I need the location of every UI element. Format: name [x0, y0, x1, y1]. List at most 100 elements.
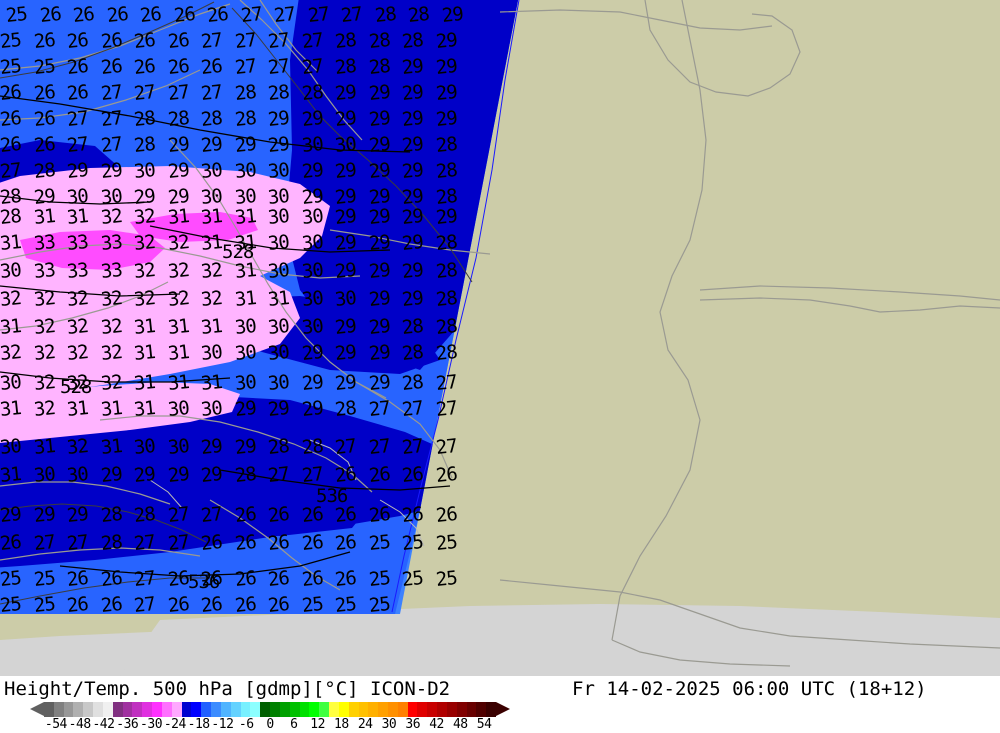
color-scale-legend[interactable]: -54 -48 -42 -36 -30 -24 -18 -12 -6 0 6 12 18 24 30 36 42… — [30, 702, 510, 732]
temperature-label: 27 — [434, 370, 458, 396]
temperature-label: 33 — [65, 258, 89, 284]
temperature-label: 26 — [71, 2, 95, 28]
temperature-label: 30 — [233, 314, 257, 340]
temperature-label: 31 — [65, 204, 89, 230]
temperature-label: 27 — [65, 106, 89, 132]
temperature-label: 30 — [199, 158, 223, 184]
temperature-label: 30 — [266, 340, 290, 366]
temperature-label: 29 — [367, 286, 391, 312]
temperature-label: 29 — [266, 132, 290, 158]
colorbar-tick: 42 — [429, 717, 444, 732]
temperature-label: 27 — [300, 462, 324, 488]
colorbar-segment — [427, 702, 438, 717]
temperature-label: 26 — [199, 530, 223, 556]
colorbar-gradient — [44, 702, 497, 717]
temperature-label: 30 — [32, 462, 56, 488]
temperature-label: 25 — [400, 530, 424, 556]
temperature-label: 26 — [0, 106, 22, 132]
temperature-label: 26 — [400, 462, 424, 488]
temperature-label: 30 — [266, 158, 290, 184]
temperature-label: 29 — [0, 502, 22, 528]
temperature-label: 31 — [99, 434, 123, 460]
colorbar-segment — [220, 702, 231, 717]
colorbar-tick: -12 — [211, 717, 234, 732]
temperature-label: 28 — [400, 370, 424, 396]
temperature-label: 32 — [65, 286, 89, 312]
temperature-label: 26 — [233, 592, 257, 618]
temperature-label: 31 — [166, 314, 190, 340]
temperature-label: 29 — [367, 204, 391, 230]
temperature-label: 29 — [300, 396, 324, 422]
temperature-label: 29 — [333, 258, 357, 284]
temperature-label: 32 — [132, 286, 156, 312]
temperature-label: 29 — [166, 158, 190, 184]
height-contours — [0, 95, 451, 577]
temperature-label: 28 — [233, 80, 257, 106]
temperature-label: 32 — [166, 230, 190, 256]
temperature-label: 28 — [0, 204, 22, 230]
temperature-label: 31 — [0, 230, 22, 256]
temperature-label: 26 — [132, 28, 156, 54]
temperature-label: 30 — [0, 370, 22, 396]
colorbar-segment — [299, 702, 310, 717]
temperature-label: 25 — [400, 566, 424, 592]
temperature-label: 29 — [233, 396, 257, 422]
height-contour-label: 536 — [316, 485, 348, 507]
colorbar-segment — [83, 702, 94, 717]
colorbar-segment — [53, 702, 64, 717]
temperature-label: 25 — [367, 592, 391, 618]
temperature-label: 32 — [99, 286, 123, 312]
colorbar-segment — [446, 702, 457, 717]
temperature-label: 29 — [400, 106, 424, 132]
temperature-label: 29 — [333, 370, 357, 396]
colorbar-segment — [161, 702, 172, 717]
temperature-label: 32 — [32, 286, 56, 312]
colorbar-segment — [132, 702, 143, 717]
temperature-label: 32 — [99, 340, 123, 366]
temperature-label: 28 — [233, 462, 257, 488]
temperature-label: 28 — [132, 106, 156, 132]
temperature-label: 30 — [233, 340, 257, 366]
temperature-label: 26 — [233, 530, 257, 556]
temperature-label: 31 — [199, 314, 223, 340]
temperature-label: 29 — [166, 132, 190, 158]
temperature-label: 29 — [333, 80, 357, 106]
temperature-label: 30 — [300, 230, 324, 256]
temperature-label: 32 — [132, 258, 156, 284]
temperature-label: 27 — [199, 80, 223, 106]
temperature-label: 29 — [400, 230, 424, 256]
temperature-label: 26 — [333, 462, 357, 488]
temperature-label: 26 — [233, 502, 257, 528]
temperature-label: 32 — [32, 396, 56, 422]
temperature-label: 30 — [266, 258, 290, 284]
temperature-label: 26 — [32, 28, 56, 54]
colorbar-segment — [289, 702, 300, 717]
temperature-label: 25 — [434, 530, 458, 556]
temperature-label: 30 — [233, 158, 257, 184]
temperature-label: 26 — [65, 28, 89, 54]
temperature-label: 26 — [266, 566, 290, 592]
temperature-label: 26 — [132, 54, 156, 80]
temperature-label: 32 — [0, 340, 22, 366]
temperature-label: 26 — [138, 2, 162, 28]
temperature-label: 29 — [199, 132, 223, 158]
temperature-label: 29 — [400, 132, 424, 158]
temperature-label: 25 — [32, 54, 56, 80]
height-contour-label: 528 — [60, 376, 92, 398]
temperature-label: 29 — [266, 106, 290, 132]
temperature-label: 28 — [300, 434, 324, 460]
temperature-label: 28 — [333, 28, 357, 54]
temperature-label: 29 — [434, 54, 458, 80]
temperature-label: 31 — [166, 204, 190, 230]
temperature-label: 30 — [199, 396, 223, 422]
temperature-label: 27 — [266, 462, 290, 488]
colorbar-tick: -36 — [116, 717, 139, 732]
temperature-label: 28 — [32, 158, 56, 184]
temperature-label: 29 — [166, 462, 190, 488]
temperature-label: 28 — [166, 106, 190, 132]
temperature-label: 31 — [166, 340, 190, 366]
map-canvas[interactable]: 25 26 26 26 26 26 26 27 27 27 27 28 28 29 25 26 26 26 26 26… — [0, 0, 1000, 676]
temperature-label: 31 — [199, 230, 223, 256]
temperature-label: 27 — [199, 502, 223, 528]
colorbar-tick: -6 — [238, 717, 254, 732]
